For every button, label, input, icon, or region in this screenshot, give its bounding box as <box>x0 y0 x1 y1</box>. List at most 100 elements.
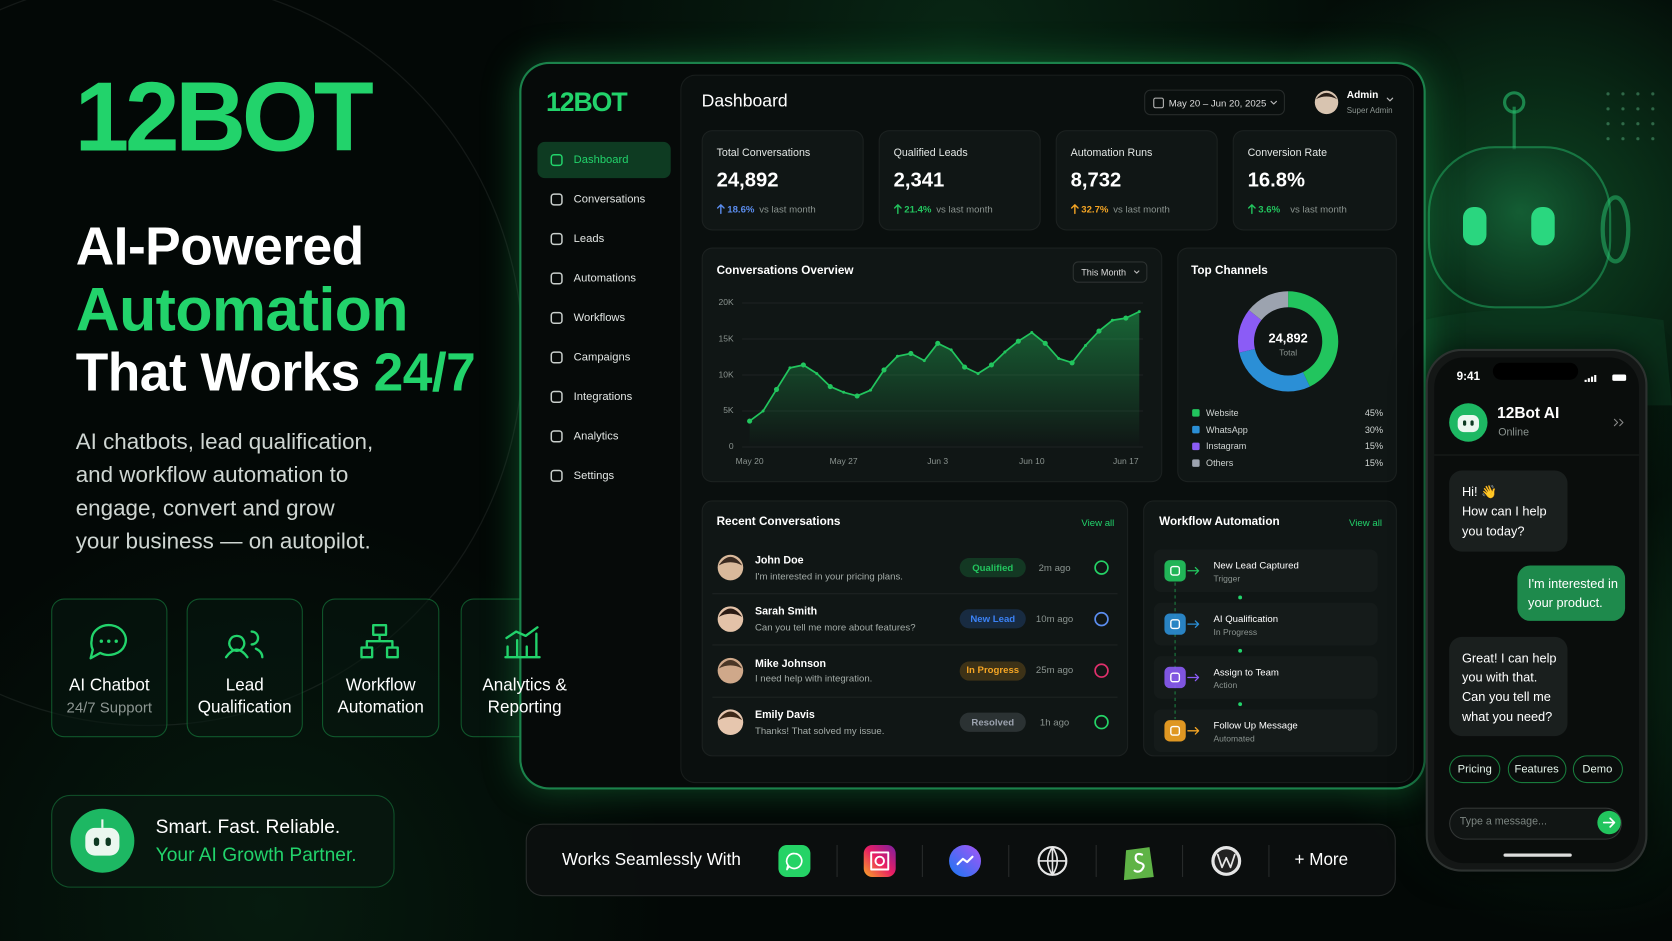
kpi-note: vs last month <box>936 203 993 215</box>
kpi-label: Conversion Rate <box>1247 147 1328 159</box>
feature-card <box>51 598 168 738</box>
point <box>1137 310 1141 314</box>
bot-eye <box>1463 420 1467 426</box>
hero-description: AI chatbots, lead qualification, <box>75 430 374 455</box>
hero-description: engage, convert and grow <box>75 496 335 522</box>
date-range[interactable]: May 20 – Jun 20, 2025 <box>1168 97 1267 109</box>
status-pill <box>959 712 1026 732</box>
admin-hair <box>1315 92 1338 100</box>
calendar-icon <box>1153 97 1164 109</box>
kpi-change: 18.6% <box>727 203 755 215</box>
filter-label[interactable]: This Month <box>1081 266 1127 278</box>
y-tick-label: 20K <box>718 297 734 308</box>
nav-item[interactable]: Workflows <box>573 311 626 325</box>
quick-reply-label[interactable]: Pricing <box>1457 762 1492 776</box>
message-text: your product. <box>1528 595 1603 611</box>
chevron <box>1270 100 1277 105</box>
robot-eye <box>105 837 111 847</box>
point <box>1123 315 1129 321</box>
channel-icon <box>1094 611 1109 627</box>
kpi-label: Qualified Leads <box>893 147 968 159</box>
nav-item[interactable]: Dashboard <box>573 153 629 167</box>
nav-item[interactable]: Automations <box>573 271 636 285</box>
step-title: AI Qualification <box>1213 613 1279 624</box>
avatar-hair <box>718 556 743 566</box>
nav-icon <box>550 430 563 443</box>
trend-arrow <box>893 204 902 215</box>
card-title: Recent Conversations <box>716 515 841 529</box>
point <box>1015 338 1021 344</box>
date-picker[interactable] <box>1144 89 1285 116</box>
whatsapp-glyph <box>785 852 803 871</box>
point <box>1069 360 1075 366</box>
nav-icon <box>550 153 563 167</box>
icon-dot <box>99 639 104 643</box>
icon-users <box>224 630 264 659</box>
view-all-link[interactable]: View all <box>1349 517 1382 528</box>
filter-dropdown[interactable] <box>1072 261 1148 283</box>
nav-item[interactable]: Settings <box>573 469 615 482</box>
card <box>878 130 1041 231</box>
contact-name: Mike Johnson <box>754 657 827 670</box>
kpi-note: vs last month <box>1290 203 1347 215</box>
legend-swatch <box>1192 459 1200 467</box>
row-divider <box>712 696 1118 698</box>
kpi-label: Total Conversations <box>716 147 811 159</box>
kpi-value: 24,892 <box>716 169 779 192</box>
x-tick-label: Jun 17 <box>1113 456 1139 467</box>
legend-label: Others <box>1206 457 1234 469</box>
card <box>1232 130 1397 231</box>
quick-reply-label[interactable]: Features <box>1514 762 1559 776</box>
point <box>788 366 792 370</box>
legend-value: 45% <box>1364 407 1384 419</box>
nav-icon <box>550 272 563 285</box>
step-title: New Lead Captured <box>1213 559 1299 571</box>
legend-value: 30% <box>1364 424 1384 435</box>
y-tick-label: 0 <box>728 441 734 452</box>
quick-reply-label[interactable]: Demo <box>1582 762 1613 776</box>
globe-glyph <box>1037 846 1068 876</box>
point <box>908 350 914 356</box>
time-label: 25m ago <box>1035 664 1074 676</box>
workflow-arrow <box>1187 620 1200 628</box>
status-label: In Progress <box>966 664 1020 676</box>
donut-slice <box>1238 310 1262 353</box>
workflow-icon <box>1164 720 1186 742</box>
nav-item[interactable]: Campaigns <box>573 350 631 364</box>
quick-reply[interactable] <box>1507 755 1567 784</box>
nav-item[interactable]: Integrations <box>573 390 633 403</box>
more-link[interactable]: + More <box>1294 851 1349 870</box>
point <box>988 362 995 368</box>
point <box>1003 350 1007 354</box>
contact-message: Can you tell me more about features? <box>754 621 916 633</box>
status-pill <box>959 557 1026 578</box>
trend-arrow <box>1070 204 1079 215</box>
donut-center-value: 24,892 <box>1268 330 1308 346</box>
nav-item[interactable]: Leads <box>573 232 605 246</box>
workflow-icon <box>1164 613 1186 635</box>
workflow-glyph <box>1170 619 1181 630</box>
message-input[interactable] <box>1449 807 1622 840</box>
icon-analytics <box>504 626 541 659</box>
input-placeholder[interactable]: Type a message... <box>1459 816 1547 828</box>
view-all-link[interactable]: View all <box>1081 517 1115 528</box>
hero-description: and workflow automation to <box>75 463 349 488</box>
nav-item[interactable]: Conversations <box>573 192 646 206</box>
point <box>881 367 887 373</box>
nav-item[interactable]: Analytics <box>573 429 619 443</box>
quick-reply[interactable] <box>1572 755 1623 784</box>
message-text: you with that. <box>1461 670 1538 686</box>
status-label: Qualified <box>972 561 1014 573</box>
status-time: 9:41 <box>1456 370 1481 384</box>
row-divider <box>712 593 1118 595</box>
avatar-hair <box>718 659 743 669</box>
contact-name: Emily Davis <box>754 709 815 722</box>
feature-subtitle: 24/7 Support <box>66 698 153 716</box>
hero-line: AI-Powered <box>75 216 365 277</box>
donut-center-label: Total <box>1279 348 1298 358</box>
bot-bubble <box>1449 636 1568 737</box>
signal-bar <box>1584 379 1587 382</box>
tagline-accent: Your AI Growth Partner. <box>155 844 357 866</box>
quick-reply[interactable] <box>1449 755 1501 784</box>
